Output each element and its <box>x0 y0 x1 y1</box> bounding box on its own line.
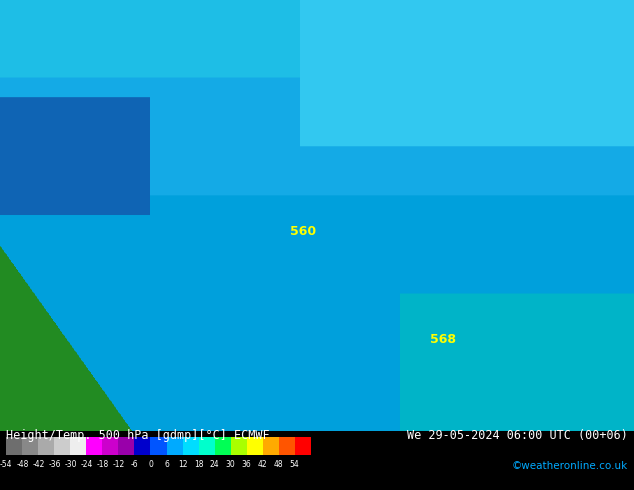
Bar <box>150 437 167 455</box>
Bar <box>278 437 295 455</box>
Bar <box>262 437 278 455</box>
Bar <box>70 437 86 455</box>
Text: 36: 36 <box>242 460 252 469</box>
Bar <box>167 437 183 455</box>
Text: -30: -30 <box>64 460 77 469</box>
Bar <box>231 437 247 455</box>
Text: -42: -42 <box>32 460 44 469</box>
Text: 54: 54 <box>290 460 299 469</box>
Bar <box>86 437 103 455</box>
Text: -18: -18 <box>96 460 108 469</box>
Text: 48: 48 <box>274 460 283 469</box>
Text: 12: 12 <box>178 460 187 469</box>
Text: We 29-05-2024 06:00 UTC (00+06): We 29-05-2024 06:00 UTC (00+06) <box>407 429 628 442</box>
Text: -6: -6 <box>131 460 138 469</box>
Bar <box>103 437 119 455</box>
Bar <box>55 437 70 455</box>
Bar <box>119 437 134 455</box>
Text: -12: -12 <box>112 460 125 469</box>
Bar <box>214 437 231 455</box>
Text: 560: 560 <box>290 225 316 238</box>
Text: 42: 42 <box>258 460 268 469</box>
Bar <box>22 437 39 455</box>
Bar <box>247 437 262 455</box>
Bar <box>134 437 150 455</box>
Text: -54: -54 <box>0 460 13 469</box>
Bar <box>295 437 311 455</box>
Text: -24: -24 <box>81 460 93 469</box>
Text: -36: -36 <box>48 460 61 469</box>
Text: ©weatheronline.co.uk: ©weatheronline.co.uk <box>512 462 628 471</box>
Text: 30: 30 <box>226 460 235 469</box>
Bar <box>198 437 214 455</box>
Text: 24: 24 <box>210 460 219 469</box>
Text: 6: 6 <box>164 460 169 469</box>
Bar <box>39 437 55 455</box>
Text: -48: -48 <box>16 460 29 469</box>
Text: 18: 18 <box>194 460 204 469</box>
Bar <box>183 437 198 455</box>
Text: 0: 0 <box>148 460 153 469</box>
Bar <box>6 437 22 455</box>
Text: Height/Temp. 500 hPa [gdmp][°C] ECMWF: Height/Temp. 500 hPa [gdmp][°C] ECMWF <box>6 429 270 442</box>
Text: 568: 568 <box>430 333 456 346</box>
